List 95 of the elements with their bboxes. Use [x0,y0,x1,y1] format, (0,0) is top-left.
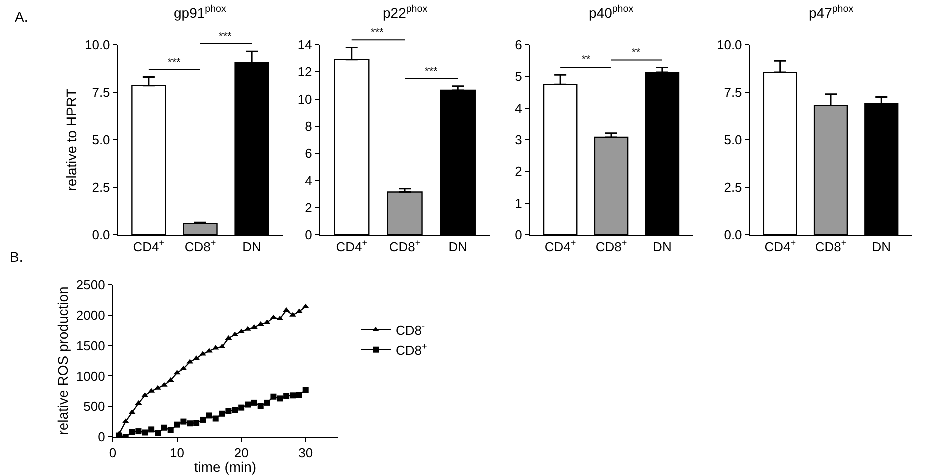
x-tick-label: CD4$^{+}$ [133,238,165,255]
x-tick-label: DN [242,240,262,255]
y-tick-label: 4 [305,173,312,188]
point [136,428,142,435]
point [277,396,284,402]
y-tick-label: 1000 [76,368,106,384]
y-tick-label: 4 [515,100,522,116]
chart-title: p40$^{phox}$ [589,4,634,21]
y-axis-title: relative ROS production [54,286,71,436]
point [212,416,219,422]
text: *** [371,27,385,39]
x-tick-label: 30 [298,446,314,461]
x-tick-label: CD8$^{+}$ [389,238,421,255]
point [148,426,155,433]
x-tick-label: DN [448,240,468,255]
y-tick-label: 12 [298,64,312,80]
point [290,312,296,317]
y-tick-label: 10.0 [84,38,110,53]
x-tick-label: DN [872,240,892,255]
x-tick-label: CD8$^{+}$ [596,238,628,255]
x-tick-label: CD4$^{+}$ [544,238,576,255]
y-tick-label: 0 [515,228,522,243]
point [200,416,206,423]
y-tick-label: 5.0 [92,132,110,148]
point [245,402,251,408]
y-tick-label: 7.5 [724,85,742,100]
y-tick-label: 14 [298,38,312,53]
point [161,424,168,431]
y-tick-label: 2 [515,164,522,180]
y-tick-label: 5.0 [724,132,742,148]
y-tick-label: 3 [515,132,522,148]
text: B. [10,249,24,265]
point [174,422,180,428]
point [154,385,162,390]
x-tick-label: DN [653,240,672,255]
point [284,393,290,400]
point [180,418,187,425]
point [296,392,302,398]
point [200,351,206,356]
y-tick-label: 500 [84,399,106,414]
point [258,402,264,409]
y-tick-label: 7.5 [92,85,110,100]
x-tick-label: CD8$^{+}$ [184,238,216,255]
point [302,387,309,394]
y-tick-label: 0 [98,430,106,445]
legend-label: CD8$^{-}$ [396,322,426,338]
y-tick-label: 2000 [76,308,106,323]
point [226,408,232,414]
point [251,400,258,406]
x-tick-label: 20 [234,446,249,461]
y-tick-label: 10 [298,92,312,107]
point [244,326,252,331]
y-tick-label: 1500 [76,338,106,354]
y-tick-label: 0.0 [724,228,742,243]
text: *** [219,31,233,43]
point [270,394,277,400]
y-tick-label: 0 [305,228,312,243]
x-tick-label: CD4$^{+}$ [764,238,796,255]
y-axis-title: relative to HPRT [64,88,80,192]
point [142,430,148,436]
point [155,430,161,436]
text: A. [15,9,28,25]
annotation: ** [582,54,592,66]
y-tick-label: 2500 [76,278,106,293]
y-tick-label: 1 [515,196,522,211]
point [206,412,212,419]
point [264,400,270,406]
chart-title: p47$^{phox}$ [809,4,854,21]
point [290,392,296,399]
y-tick-label: 5 [515,69,522,84]
y-tick-label: 8 [305,118,312,134]
y-tick-label: 2.5 [724,180,742,196]
y-tick-label: 0.0 [92,228,110,243]
point [232,407,238,414]
annotation: *** [425,66,439,78]
y-tick-label: 2.5 [92,180,110,196]
legend-label: CD8$^{+}$ [396,341,428,358]
x-tick-label: 10 [170,446,185,461]
point [187,420,194,427]
x-tick-label: CD4$^{+}$ [336,238,368,255]
point [219,410,226,417]
chart-title: gp91$^{phox}$ [174,4,226,21]
y-tick-label: 6 [305,146,312,162]
y-tick-label: 10.0 [716,38,742,53]
annotation: ** [632,47,642,59]
chart-title: p22$^{phox}$ [383,4,428,21]
y-tick-label: 6 [515,38,522,53]
y-tick-label: 2 [305,200,312,216]
point [168,427,174,434]
x-tick-label: CD8$^{+}$ [815,238,847,255]
x-axis-title: time (min) [194,459,257,475]
point [194,420,200,426]
annotation: *** [168,57,182,69]
point [238,404,245,411]
point [129,429,136,436]
